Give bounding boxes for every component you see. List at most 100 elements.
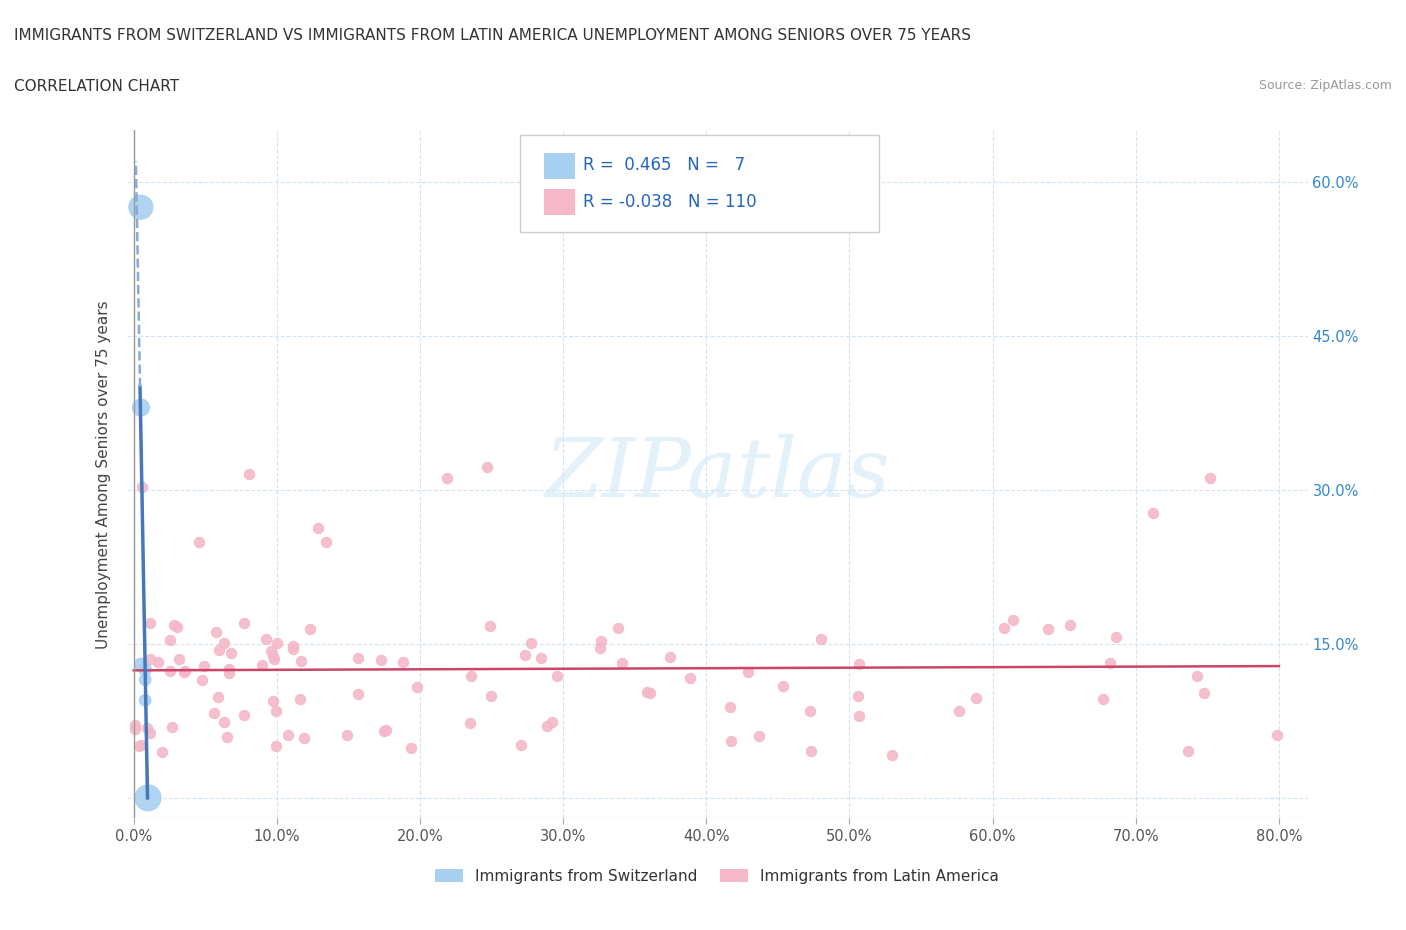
- Point: [810, 631, 832, 646]
- Point: [202, 705, 225, 720]
- Point: [264, 703, 287, 718]
- Text: IMMIGRANTS FROM SWITZERLAND VS IMMIGRANTS FROM LATIN AMERICA UNEMPLOYMENT AMONG : IMMIGRANTS FROM SWITZERLAND VS IMMIGRANT…: [14, 28, 972, 43]
- Point: [1185, 669, 1208, 684]
- Point: [541, 714, 564, 729]
- Point: [163, 618, 186, 632]
- Point: [290, 654, 312, 669]
- Point: [232, 616, 254, 631]
- Point: [139, 652, 162, 667]
- Point: [134, 672, 156, 687]
- Point: [720, 734, 742, 749]
- Point: [1177, 743, 1199, 758]
- Point: [134, 662, 156, 677]
- Point: [848, 709, 870, 724]
- Legend: Immigrants from Switzerland, Immigrants from Latin America: Immigrants from Switzerland, Immigrants …: [429, 863, 1005, 890]
- Point: [589, 633, 612, 648]
- Point: [513, 647, 536, 662]
- Point: [347, 687, 370, 702]
- Point: [436, 471, 458, 485]
- Point: [391, 655, 413, 670]
- Point: [218, 662, 240, 677]
- Point: [1142, 505, 1164, 520]
- Point: [1198, 471, 1220, 485]
- Point: [659, 649, 682, 664]
- Point: [640, 685, 662, 700]
- Point: [307, 520, 329, 535]
- Point: [846, 689, 869, 704]
- Point: [737, 665, 759, 680]
- Point: [260, 644, 283, 658]
- Point: [190, 672, 212, 687]
- Point: [636, 684, 658, 699]
- Point: [965, 690, 987, 705]
- Point: [262, 694, 284, 709]
- Point: [477, 459, 499, 474]
- Point: [347, 650, 370, 665]
- Point: [375, 723, 398, 737]
- Point: [607, 620, 630, 635]
- Point: [1091, 692, 1114, 707]
- Point: [124, 722, 146, 737]
- Text: ZIPatlas: ZIPatlas: [544, 434, 890, 514]
- Point: [187, 535, 209, 550]
- Point: [748, 728, 770, 743]
- Point: [160, 720, 183, 735]
- Point: [238, 467, 260, 482]
- Point: [129, 737, 152, 752]
- Point: [129, 657, 152, 671]
- Point: [139, 616, 162, 631]
- Point: [212, 636, 235, 651]
- Point: [520, 636, 543, 651]
- Point: [136, 721, 159, 736]
- Point: [1036, 621, 1059, 636]
- Point: [1192, 685, 1215, 700]
- Point: [479, 619, 502, 634]
- Point: [610, 656, 633, 671]
- Point: [589, 641, 612, 656]
- Point: [1001, 613, 1024, 628]
- Text: R = -0.038   N = 110: R = -0.038 N = 110: [583, 193, 756, 211]
- Point: [131, 480, 153, 495]
- Point: [233, 708, 256, 723]
- Point: [336, 727, 359, 742]
- Point: [128, 738, 150, 753]
- Point: [167, 651, 190, 666]
- Point: [880, 748, 903, 763]
- Point: [399, 740, 422, 755]
- Point: [718, 699, 741, 714]
- Point: [124, 717, 146, 732]
- Point: [277, 728, 299, 743]
- Point: [134, 693, 156, 708]
- Point: [283, 639, 305, 654]
- Point: [173, 664, 195, 679]
- Point: [263, 652, 285, 667]
- Point: [148, 655, 170, 670]
- Point: [510, 737, 533, 752]
- Point: [207, 643, 229, 658]
- Point: [139, 725, 162, 740]
- Text: Source: ZipAtlas.com: Source: ZipAtlas.com: [1258, 79, 1392, 92]
- Point: [679, 671, 702, 685]
- Point: [207, 689, 229, 704]
- Point: [219, 645, 242, 660]
- Point: [136, 790, 159, 805]
- Point: [530, 650, 553, 665]
- Point: [212, 715, 235, 730]
- Point: [152, 744, 174, 759]
- Text: R =  0.465   N =   7: R = 0.465 N = 7: [583, 155, 745, 174]
- Point: [288, 692, 311, 707]
- Point: [848, 657, 870, 671]
- Point: [772, 679, 794, 694]
- Point: [479, 688, 502, 703]
- Point: [460, 669, 482, 684]
- Text: CORRELATION CHART: CORRELATION CHART: [14, 79, 179, 94]
- Point: [948, 703, 970, 718]
- Point: [283, 642, 305, 657]
- Point: [173, 665, 195, 680]
- Point: [204, 625, 226, 640]
- Y-axis label: Unemployment Among Seniors over 75 years: Unemployment Among Seniors over 75 years: [96, 300, 111, 648]
- Point: [262, 649, 284, 664]
- Point: [129, 200, 152, 215]
- Point: [799, 704, 821, 719]
- Point: [373, 724, 395, 738]
